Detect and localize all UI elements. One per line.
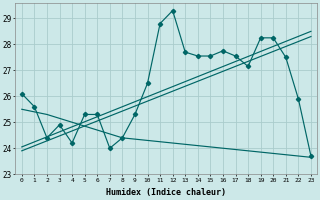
X-axis label: Humidex (Indice chaleur): Humidex (Indice chaleur): [106, 188, 226, 197]
